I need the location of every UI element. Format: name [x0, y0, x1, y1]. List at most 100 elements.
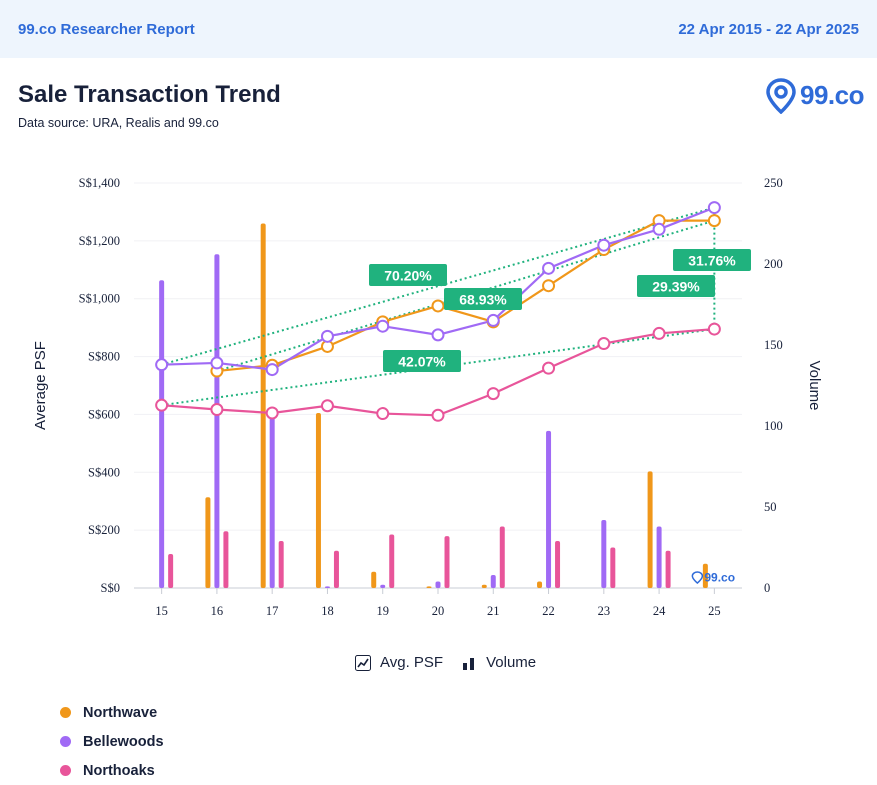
volume-bar-bellewoods [214, 254, 220, 588]
trend-line-northwave [216, 219, 715, 372]
volume-bar-northoaks [223, 531, 229, 588]
psf-line-northwave [216, 219, 715, 373]
report-title: 99.co Researcher Report [18, 21, 195, 38]
volume-bar-bellewoods [490, 575, 496, 588]
psf-point-bellewoods [542, 261, 556, 275]
legend-volume-label: Volume [486, 654, 537, 671]
psf-point-bellewoods [155, 358, 169, 372]
x-tick-label: 18 [321, 604, 334, 618]
volume-bar-northoaks [168, 553, 174, 588]
x-tick-label: 15 [155, 604, 168, 618]
psf-point-bellewoods [320, 329, 334, 343]
y-tick-label: S$800 [88, 350, 120, 364]
psf-point-northoaks [376, 407, 390, 421]
y-tick-label: S$400 [88, 465, 120, 479]
y2-tick-label: 0 [764, 581, 770, 595]
volume-bar-bellewoods [269, 409, 275, 588]
legend-avg-psf[interactable]: Avg. PSF [355, 654, 443, 671]
y2-tick-label: 200 [764, 257, 783, 271]
volume-bar-northoaks [555, 541, 561, 588]
page-title: Sale Transaction Trend [18, 81, 281, 108]
volume-bar-northoaks [665, 550, 671, 588]
legend-volume[interactable]: Volume [461, 654, 536, 671]
legend-item-northwave[interactable]: Northwave [60, 698, 164, 727]
date-range: 22 Apr 2015 - 22 Apr 2025 [678, 21, 859, 38]
x-tick-label: 25 [708, 604, 721, 618]
legend-item-label: Bellewoods [83, 733, 164, 750]
psf-point-northoaks [265, 406, 279, 420]
badge-background [637, 275, 715, 297]
volume-bar-northwave [647, 471, 653, 588]
x-tick-label: 17 [266, 604, 279, 618]
psf-point-bellewoods [431, 328, 445, 342]
x-tick-label: 23 [598, 604, 611, 618]
y-tick-label: S$600 [88, 407, 120, 421]
volume-bar-northoaks [389, 534, 395, 588]
y2-axis-title: Volume [806, 360, 823, 410]
volume-bar-northwave [702, 563, 708, 588]
badge-label: 68.93% [459, 292, 507, 308]
series-legend: Northwave Bellewoods Northoaks [60, 698, 164, 785]
legend-color-dot [60, 736, 71, 747]
percent-change-badge: 42.07% [383, 350, 461, 372]
badge-background [383, 350, 461, 372]
volume-bar-northoaks [333, 550, 339, 588]
volume-bar-bellewoods [324, 586, 330, 588]
badge-background [444, 288, 522, 310]
percent-change-badge: 31.76% [673, 249, 751, 271]
trend-line-bellewoods [161, 206, 715, 366]
psf-point-northoaks [486, 387, 500, 401]
badge-background [673, 249, 751, 271]
psf-point-northwave [542, 279, 556, 293]
header-bar: 99.co Researcher Report 22 Apr 2015 - 22… [0, 0, 877, 58]
legend-item-label: Northwave [83, 704, 158, 721]
volume-bar-bellewoods [380, 584, 386, 588]
psf-point-bellewoods [265, 363, 279, 377]
psf-point-bellewoods [652, 222, 666, 236]
brand-logo: 99.co [800, 80, 865, 110]
legend-item-bellewoods[interactable]: Bellewoods [60, 727, 164, 756]
psf-point-northoaks [542, 361, 556, 375]
y2-tick-label: 100 [764, 419, 783, 433]
x-tick-label: 16 [211, 604, 224, 618]
volume-bar-northoaks [444, 536, 450, 588]
location-pin-icon [691, 571, 704, 584]
volume-bar-northwave [371, 571, 377, 588]
volume-bar-bellewoods [656, 526, 662, 588]
y2-tick-label: 50 [764, 500, 777, 514]
volume-bar-northwave [205, 497, 211, 588]
legend-item-northoaks[interactable]: Northoaks [60, 756, 164, 785]
psf-line-bellewoods [161, 206, 715, 371]
x-tick-label: 22 [542, 604, 555, 618]
psf-point-northoaks [431, 408, 445, 422]
sale-transaction-chart: S$0 S$200 S$400 S$600 S$800 S$1,000 S$1,200 S$1… [32, 176, 823, 618]
volume-bar-bellewoods [601, 519, 607, 588]
volume-bar-northoaks [499, 526, 505, 588]
percent-change-badge: 68.93% [444, 288, 522, 310]
x-tick-label: 21 [487, 604, 500, 618]
psf-point-northoaks [320, 399, 334, 413]
badge-background [369, 264, 447, 286]
psf-point-northoaks [210, 403, 224, 417]
x-tick-label: 24 [653, 604, 666, 618]
psf-point-bellewoods [376, 319, 390, 333]
psf-point-northoaks [597, 337, 611, 351]
badge-label: 70.20% [384, 268, 432, 284]
y-axis-title: Average PSF [32, 341, 49, 430]
y-tick-label: S$1,000 [79, 292, 120, 306]
psf-point-bellewoods [210, 356, 224, 370]
y2-tick-label: 250 [764, 176, 783, 190]
psf-point-northwave [431, 299, 445, 313]
x-tick-label: 20 [432, 604, 445, 618]
volume-bar-northoaks [278, 541, 284, 588]
y2-tick-label: 150 [764, 338, 783, 352]
volume-bar-bellewoods [435, 581, 441, 588]
legend-item-label: Northoaks [83, 762, 155, 779]
psf-point-bellewoods [597, 238, 611, 252]
psf-point-northoaks [155, 398, 169, 412]
bar-chart-icon [463, 657, 475, 670]
psf-point-northoaks [652, 326, 666, 340]
line-chart-icon [355, 654, 371, 671]
badge-label: 29.39% [652, 279, 700, 295]
percent-change-badge: 70.20% [369, 264, 447, 286]
